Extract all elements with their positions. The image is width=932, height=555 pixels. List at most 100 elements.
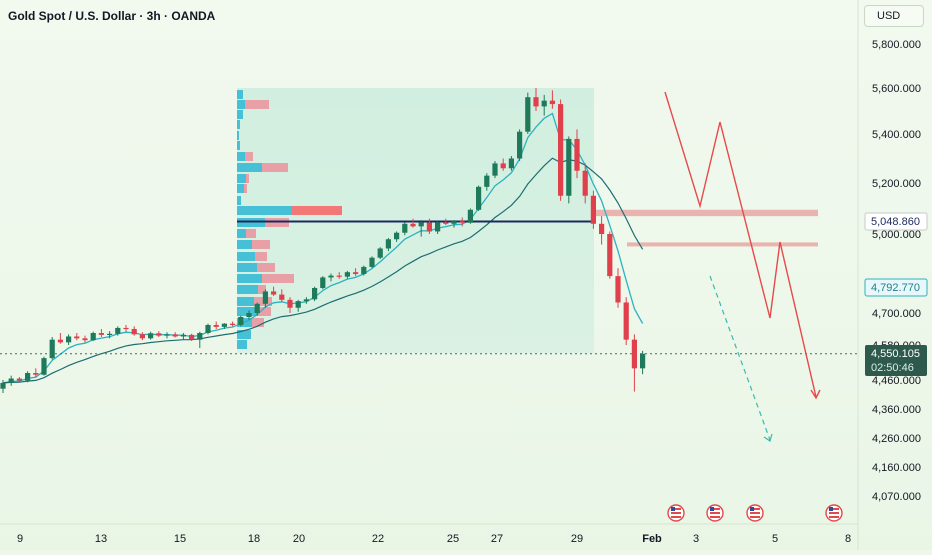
us-flag-stripe — [710, 508, 720, 510]
candle-body — [508, 158, 514, 169]
volume-profile-bar — [237, 252, 255, 261]
price-tick-label: 4,160.000 — [872, 462, 921, 474]
volume-profile-bar — [258, 285, 266, 294]
time-tick-label: 5 — [772, 533, 778, 545]
candle-body — [467, 209, 473, 223]
volume-profile-bar — [245, 100, 269, 109]
price-tick-label: 5,000.000 — [872, 229, 921, 241]
price-tick-label: 4,070.000 — [872, 491, 921, 503]
candle-body — [492, 163, 498, 176]
candle-body — [541, 100, 547, 107]
countdown-label: 02:50:46 — [871, 362, 914, 374]
last-price-tag: 4,550.105 — [871, 348, 920, 360]
last-price-tag-bg — [865, 345, 927, 376]
time-tick-label: Feb — [642, 533, 662, 545]
candle-body — [435, 222, 441, 232]
us-flag-stripe — [710, 512, 720, 514]
candle-body — [451, 221, 457, 224]
candle-body — [82, 338, 88, 341]
candle-body — [377, 248, 383, 258]
time-tick-label: 13 — [95, 533, 107, 545]
candle-body — [279, 294, 285, 300]
volume-profile-bar — [257, 263, 275, 272]
volume-profile-bar — [237, 141, 240, 150]
volume-profile-bar — [246, 174, 249, 183]
candle-body — [369, 257, 375, 267]
volume-profile-bar — [237, 196, 241, 205]
us-flag-stripe — [750, 516, 760, 518]
us-flag-stripe — [671, 508, 681, 510]
volume-profile-bar — [257, 307, 271, 316]
candle-body — [139, 334, 145, 339]
candle-body — [41, 358, 47, 375]
us-flag-canton — [710, 507, 714, 511]
price-tick-label: 4,360.000 — [872, 404, 921, 416]
candle-body — [566, 138, 572, 196]
volume-profile-bar — [237, 229, 246, 238]
us-flag-stripe — [710, 516, 720, 518]
candle-body — [476, 186, 482, 210]
candle-body — [361, 266, 367, 275]
us-flag-stripe — [750, 508, 760, 510]
time-tick-label: 25 — [447, 533, 459, 545]
candle-body — [312, 287, 318, 300]
price-tick-label: 5,600.000 — [872, 83, 921, 95]
candle-body — [238, 317, 244, 325]
candle-body — [336, 275, 342, 277]
volume-profile-bar — [292, 206, 342, 215]
volume-profile-bar — [237, 297, 254, 306]
candle-body — [148, 333, 154, 339]
candle-body — [172, 334, 178, 337]
candle-body — [115, 327, 121, 334]
volume-profile-bar — [237, 307, 257, 316]
time-tick-label: 9 — [17, 533, 23, 545]
candle-body — [394, 232, 400, 240]
volume-profile-bar — [262, 163, 288, 172]
time-tick-label: 29 — [571, 533, 583, 545]
volume-profile-bar — [237, 174, 246, 183]
candle-body — [213, 325, 219, 327]
us-flag-stripe — [671, 516, 681, 518]
candle-body — [533, 97, 539, 107]
candle-body — [49, 339, 55, 359]
volume-profile-bar — [237, 100, 245, 109]
time-tick-label: 8 — [845, 533, 851, 545]
candle-body — [344, 272, 350, 277]
candle-body — [484, 175, 490, 187]
candle-body — [426, 222, 432, 232]
candle-body — [74, 336, 80, 339]
candle-body — [303, 299, 309, 302]
candle-body — [640, 353, 646, 369]
candle-body — [180, 334, 186, 337]
projection-alt-arrowhead — [763, 433, 773, 442]
volume-profile-range-box — [237, 88, 594, 353]
us-flag-canton — [671, 507, 675, 511]
time-tick-label: 3 — [693, 533, 699, 545]
candle-body — [631, 339, 637, 369]
volume-profile-bar — [245, 152, 253, 161]
candle-body — [107, 333, 113, 335]
us-flag-stripe — [671, 512, 681, 514]
volume-profile-bar — [237, 206, 292, 215]
currency-button[interactable]: USD — [864, 5, 924, 27]
candle-body — [517, 131, 523, 159]
candle-body — [164, 334, 170, 336]
projection-arrowhead — [810, 389, 821, 400]
price-tick-label: 5,200.000 — [872, 178, 921, 190]
volume-profile-bar — [237, 240, 252, 249]
candle-body — [607, 234, 613, 277]
candle-body — [320, 277, 326, 288]
volume-profile-bar — [252, 240, 270, 249]
candle-body — [205, 325, 211, 333]
price-tick-label: 4,700.000 — [872, 308, 921, 320]
projection-path — [664, 91, 817, 398]
candle-body — [549, 100, 555, 105]
volume-profile-bar — [237, 152, 245, 161]
volume-profile-bar — [237, 274, 262, 283]
time-tick-label: 20 — [293, 533, 305, 545]
candle-body — [57, 339, 63, 343]
price-tick-label: 4,260.000 — [872, 433, 921, 445]
candle-body — [410, 223, 416, 227]
